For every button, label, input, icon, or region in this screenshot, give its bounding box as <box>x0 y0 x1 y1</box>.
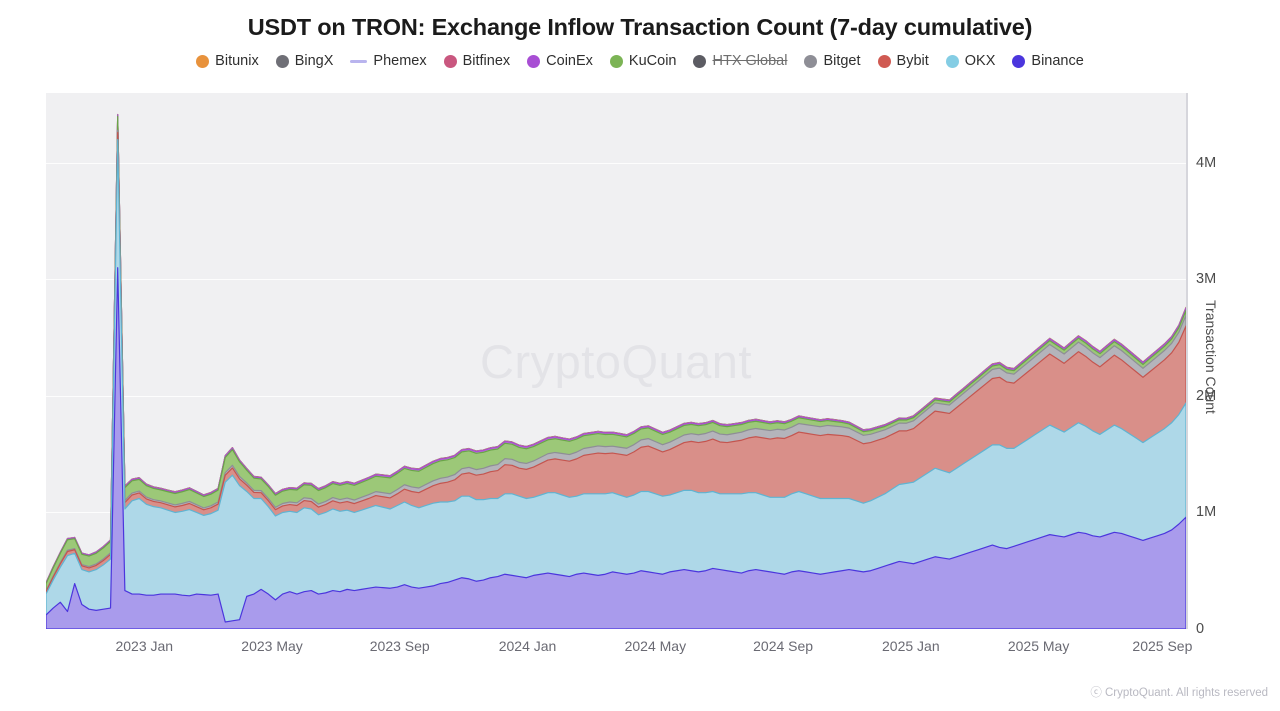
legend-item-label: Bitfinex <box>462 53 511 69</box>
legend-swatch-icon <box>275 54 289 68</box>
legend-item-kucoin[interactable]: KuCoin <box>609 53 677 69</box>
legend-item-label: Phemex <box>373 53 427 69</box>
x-axis-tick-label: 2024 Sep <box>753 638 814 654</box>
legend-swatch-icon <box>609 54 623 68</box>
gridline <box>46 395 1186 397</box>
legend-item-coinex[interactable]: CoinEx <box>527 53 593 69</box>
legend-item-bitunix[interactable]: Bitunix <box>196 53 259 69</box>
legend-item-label: Bybit <box>896 53 929 69</box>
x-axis-tick-label: 2024 Jan <box>498 638 557 654</box>
legend-swatch-icon <box>443 54 457 68</box>
legend-item-label: KuCoin <box>628 53 677 69</box>
legend-swatch-icon <box>350 59 368 63</box>
legend-swatch-icon <box>527 54 541 68</box>
legend-item-label: BingX <box>294 53 334 69</box>
area-band-okx <box>46 139 1186 629</box>
legend-item-binance[interactable]: Binance <box>1012 53 1084 69</box>
legend-item-phemex[interactable]: Phemex <box>350 53 427 69</box>
legend-item-bybit[interactable]: Bybit <box>877 53 929 69</box>
x-axis-tick-label: 2023 May <box>241 638 303 654</box>
legend-item-bitget[interactable]: Bitget <box>804 53 861 69</box>
legend-swatch-icon <box>877 54 891 68</box>
legend-item-label: OKX <box>964 53 996 69</box>
y-axis-tick-label: 1M <box>1196 504 1217 521</box>
legend-swatch-icon <box>945 54 959 68</box>
gridline <box>46 162 1186 164</box>
x-axis-tick-label: 2025 Jan <box>881 638 940 654</box>
legend-item-bitfinex[interactable]: Bitfinex <box>443 53 511 69</box>
x-axis-tick-label: 2025 May <box>1007 638 1070 654</box>
legend-item-htx-global[interactable]: HTX Global <box>693 53 787 69</box>
legend-item-bingx[interactable]: BingX <box>275 53 334 69</box>
legend-swatch-icon <box>196 54 210 68</box>
legend-item-okx[interactable]: OKX <box>945 53 996 69</box>
legend-item-label: Bitunix <box>215 53 259 69</box>
stacked-area-plot <box>46 113 1186 629</box>
gridline <box>46 629 1186 630</box>
y-axis-tick-label: 0 <box>1196 621 1205 637</box>
legend-item-label: Binance <box>1031 53 1084 69</box>
chart-legend[interactable]: Bitunix BingX Phemex Bitfinex CoinEx KuCoin HT… <box>0 53 1280 69</box>
y-axis-line <box>1186 93 1188 629</box>
x-axis-tick-label: 2025 Sep <box>1132 638 1193 654</box>
y-axis-tick-label: 4M <box>1196 154 1217 171</box>
y-axis-tick-label: 2M <box>1196 387 1217 404</box>
plot-area[interactable]: CryptoQuant <box>46 93 1186 630</box>
x-axis-tick-label: 2023 Jan <box>115 638 174 654</box>
area-band-binance <box>46 267 1186 629</box>
legend-item-label: Bitget <box>823 53 861 69</box>
legend-swatch-icon <box>804 54 818 68</box>
x-axis-tick-label: 2024 May <box>624 638 687 654</box>
legend-swatch-icon <box>693 54 707 68</box>
y-axis-tick-label: 3M <box>1196 271 1217 288</box>
legend-item-label: HTX Global <box>712 53 788 69</box>
legend-swatch-icon <box>1012 54 1026 68</box>
gridline <box>46 279 1186 281</box>
x-axis-tick-label: 2023 Sep <box>369 638 430 654</box>
legend-item-label: CoinEx <box>546 53 593 69</box>
page-title: USDT on TRON: Exchange Inflow Transactio… <box>247 14 1033 40</box>
y-axis-title: Transaction Count <box>1203 300 1219 414</box>
copyright-credit: ⓒ CryptoQuant. All rights reserved <box>1090 687 1268 699</box>
